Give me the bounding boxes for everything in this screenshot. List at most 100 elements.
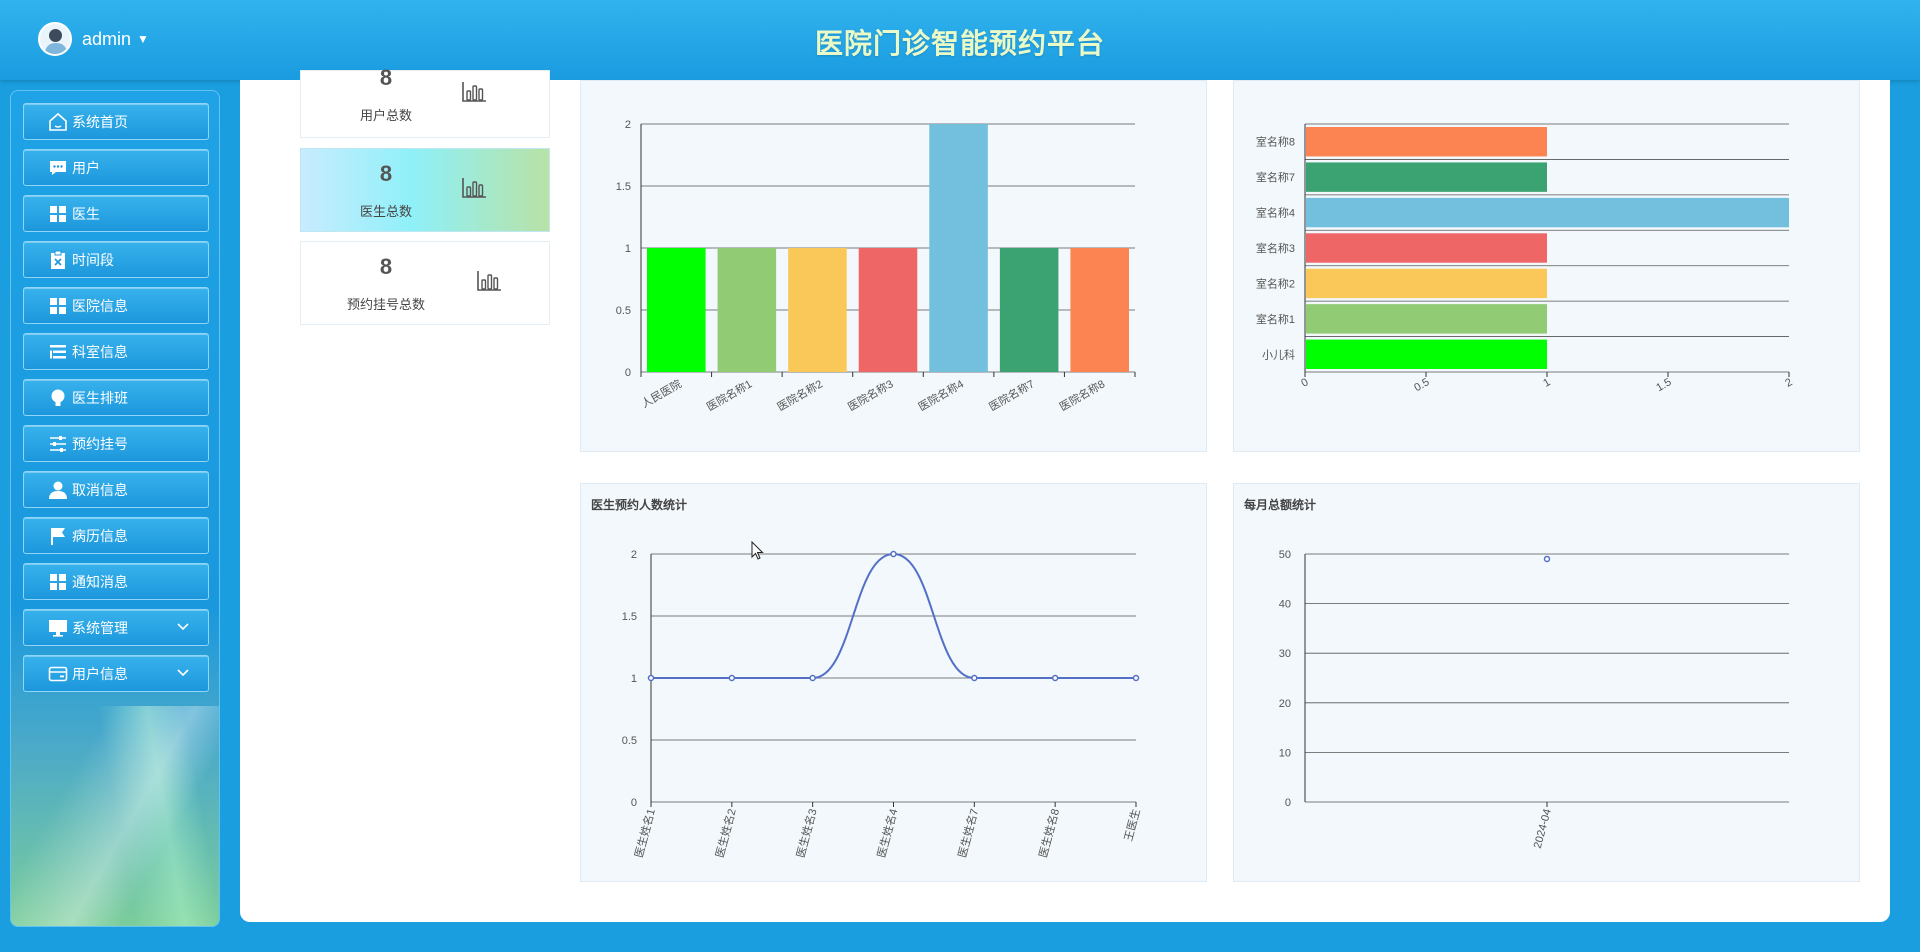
- y-tick-label: 40: [1279, 599, 1291, 611]
- y-tick-label: 室名称7: [1256, 170, 1295, 184]
- y-tick-label: 1.5: [622, 611, 637, 623]
- sidebar-item-label: 用户: [72, 159, 100, 176]
- x-tick-label: 2: [1783, 376, 1794, 389]
- x-tick-label: 0.5: [1412, 376, 1431, 394]
- y-tick-label: 2: [631, 549, 637, 561]
- grid-icon: [48, 296, 68, 316]
- y-tick-label: 0: [1285, 797, 1291, 809]
- sidebar-item[interactable]: 通知消息: [23, 563, 209, 600]
- chevron-down-icon[interactable]: [176, 665, 190, 682]
- sidebar-item[interactable]: 取消信息: [23, 471, 209, 508]
- chart-title: 医生预约人数统计: [591, 498, 688, 512]
- bar: [717, 248, 777, 372]
- sidebar-item[interactable]: 病历信息: [23, 517, 209, 554]
- sidebar-item-label: 取消信息: [72, 481, 128, 498]
- bar: [1306, 304, 1547, 334]
- card-icon: [48, 664, 68, 684]
- stat-value: 8: [379, 254, 393, 279]
- sidebar-item-label: 医生: [72, 205, 100, 222]
- y-tick-label: 20: [1279, 698, 1291, 710]
- bar: [1306, 233, 1547, 263]
- avatar[interactable]: [38, 22, 72, 56]
- stat-value: 8: [379, 161, 393, 186]
- data-point: [809, 674, 816, 682]
- bar: [1306, 268, 1547, 299]
- x-tick-label: 医院名称1: [704, 376, 754, 413]
- sidebar-item[interactable]: 系统管理: [23, 609, 209, 646]
- x-tick-label: 医生姓名2: [712, 807, 738, 859]
- sliders-icon: [48, 434, 68, 454]
- bar: [1306, 339, 1547, 369]
- chart-panel-monthly-total: 每月总额统计 0 10 20 30 40 50 2024-04: [1233, 483, 1860, 882]
- data-point: [1132, 674, 1140, 682]
- y-tick-label: 1: [631, 673, 637, 685]
- home-icon: [48, 112, 68, 132]
- chart-title: 每月总额统计: [1244, 498, 1317, 512]
- y-tick-label: 0.5: [622, 735, 637, 747]
- sidebar-item-label: 预约挂号: [72, 435, 128, 452]
- sidebar-item-label: 医院信息: [72, 297, 128, 314]
- sidebar-item[interactable]: 用户: [23, 149, 209, 186]
- bar: [1306, 162, 1547, 192]
- bar: [788, 248, 847, 372]
- y-tick-label: 小儿科: [1262, 347, 1295, 361]
- bar: [929, 124, 988, 372]
- chart-panel-hospital: 0 0.5 1 1.5 2 人民医院 医院名称1 医院名称2 医院名称3 医院名称4 医院名称7 医院…: [580, 80, 1207, 452]
- clipboard-icon: [48, 250, 68, 270]
- chart-panel-department: 小儿科 室名称1 室名称2 室名称3 室名称4 室名称7 室名称8 0 0.5 1 1.5 2: [1233, 80, 1860, 452]
- sidebar-item[interactable]: 医生排班: [23, 379, 209, 416]
- sidebar-item[interactable]: 医院信息: [23, 287, 209, 324]
- x-tick-label: 医生姓名4: [874, 807, 900, 859]
- grid-icon: [48, 572, 68, 592]
- bar-chart-icon: [461, 177, 487, 204]
- bar-chart-icon: [461, 81, 487, 108]
- sidebar-item[interactable]: 预约挂号: [23, 425, 209, 462]
- bar: [1306, 197, 1789, 228]
- y-tick-label: 10: [1279, 747, 1291, 759]
- y-tick-label: 室名称2: [1256, 276, 1295, 290]
- sidebar-item[interactable]: 医生: [23, 195, 209, 232]
- y-tick-label: 室名称4: [1256, 206, 1295, 220]
- y-tick-label: 0: [631, 797, 637, 809]
- user-name[interactable]: admin: [82, 28, 132, 49]
- data-point: [647, 674, 655, 682]
- x-tick-label: 医院名称2: [775, 376, 825, 413]
- x-tick-label: 1.5: [1654, 376, 1673, 394]
- user-menu[interactable]: admin ▼: [38, 22, 149, 56]
- sidebar: 系统首页用户医生时间段医院信息科室信息医生排班预约挂号取消信息病历信息通知消息系…: [10, 90, 220, 927]
- chevron-down-icon[interactable]: [176, 619, 190, 636]
- scrollbar[interactable]: [1904, 195, 1912, 920]
- data-point: [1543, 555, 1551, 563]
- chat-icon: [48, 158, 68, 178]
- x-tick-label: 医院名称4: [916, 376, 966, 413]
- doctor-line-chart: 0 0.5 1 1.5 2 医生姓名1 医生姓名2 医生姓名3 医生姓名4 医生姓名7 医生姓名8 王…: [622, 549, 1143, 859]
- chart-panel-doctor-appointments: 医生预约人数统计 0 0.5 1 1.5 2 医生姓名1 医生姓名2 医生姓名3 医生姓名4 医生…: [580, 483, 1207, 882]
- person-icon: [48, 480, 68, 500]
- stat-label: 预约挂号总数: [346, 297, 425, 312]
- caret-down-icon[interactable]: ▼: [137, 32, 149, 46]
- department-bar-chart: 小儿科 室名称1 室名称2 室名称3 室名称4 室名称7 室名称8 0 0.5 1 1.5 2: [1256, 123, 1795, 394]
- sidebar-item[interactable]: 用户信息: [23, 655, 209, 692]
- y-tick-label: 室名称8: [1256, 135, 1295, 149]
- x-tick-label: 人民医院: [639, 376, 684, 410]
- list-icon: [48, 342, 68, 362]
- sidebar-item-label: 科室信息: [72, 343, 128, 360]
- bar: [1070, 248, 1129, 372]
- top-header: admin ▼ 医院门诊智能预约平台: [0, 0, 1920, 80]
- data-point: [728, 674, 736, 682]
- sidebar-item-label: 系统首页: [72, 113, 128, 130]
- bar: [647, 248, 706, 372]
- monitor-icon: [48, 618, 68, 638]
- x-tick-label: 0: [1299, 376, 1310, 389]
- stat-value: 8: [379, 65, 393, 90]
- stat-card-appointments: 8 预约挂号总数: [300, 241, 550, 325]
- sidebar-item[interactable]: 系统首页: [23, 103, 209, 140]
- x-tick-label: 医生姓名8: [1036, 807, 1062, 859]
- x-tick-label: 医生姓名3: [793, 807, 819, 859]
- stat-card-users: 8 用户总数: [300, 65, 550, 138]
- sidebar-item[interactable]: 科室信息: [23, 333, 209, 370]
- sidebar-item[interactable]: 时间段: [23, 241, 209, 278]
- y-tick-label: 室名称3: [1256, 241, 1295, 255]
- y-tick-label: 2: [625, 119, 631, 131]
- monthly-scatter-chart: 0 10 20 30 40 50 2024-04: [1279, 549, 1789, 850]
